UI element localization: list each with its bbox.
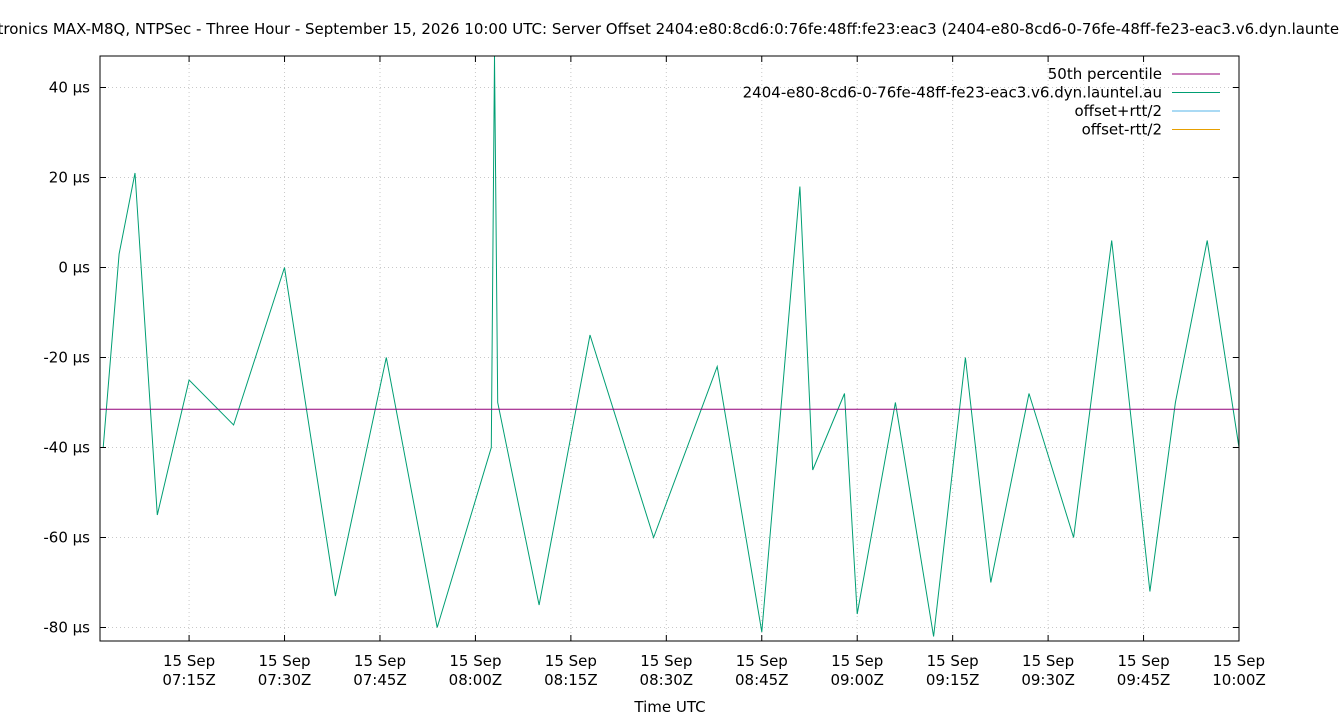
plot-frame: [99, 55, 1240, 642]
chart-title: Uputronics MAX-M8Q, NTPSec - Three Hour …: [0, 20, 1340, 38]
x-tick-label-time: 09:30Z: [1021, 671, 1075, 689]
y-tick-label: -60 µs: [43, 529, 90, 547]
y-tick-label: 0 µs: [58, 259, 90, 277]
x-tick-label-date: 15 Sep: [640, 652, 692, 670]
x-tick-label-date: 15 Sep: [927, 652, 979, 670]
series-layer: [100, 55, 1240, 637]
x-tick-label-time: 09:45Z: [1117, 671, 1171, 689]
x-tick-label-time: 08:00Z: [449, 671, 503, 689]
y-tick-label: -40 µs: [43, 439, 90, 457]
legend-label: 50th percentile: [1048, 65, 1162, 83]
y-tick-label: -20 µs: [43, 349, 90, 367]
x-tick-label-time: 07:15Z: [162, 671, 216, 689]
x-tick-label-time: 08:15Z: [544, 671, 598, 689]
x-tick-label-time: 09:00Z: [830, 671, 884, 689]
x-tick-label-time: 09:15Z: [926, 671, 980, 689]
x-tick-label-date: 15 Sep: [1117, 652, 1169, 670]
offset-series-line: [102, 55, 1240, 637]
x-tick-label-time: 08:30Z: [640, 671, 694, 689]
y-tick-label: 40 µs: [49, 79, 90, 97]
legend-label: 2404-e80-8cd6-0-76fe-48ff-fe23-eac3.v6.d…: [743, 84, 1162, 102]
x-tick-label-date: 15 Sep: [545, 652, 597, 670]
x-tick-label-time: 10:00Z: [1212, 671, 1266, 689]
x-tick-label-date: 15 Sep: [258, 652, 310, 670]
x-tick-label-date: 15 Sep: [449, 652, 501, 670]
legend: 50th percentile2404-e80-8cd6-0-76fe-48ff…: [743, 65, 1220, 139]
x-tick-label-time: 07:30Z: [258, 671, 312, 689]
x-tick-label-date: 15 Sep: [354, 652, 406, 670]
x-tick-label-time: 07:45Z: [353, 671, 407, 689]
x-tick-label-date: 15 Sep: [1213, 652, 1265, 670]
x-tick-label-date: 15 Sep: [1022, 652, 1074, 670]
x-tick-label-date: 15 Sep: [736, 652, 788, 670]
y-tick-label: 20 µs: [49, 169, 90, 187]
grid-lines: [100, 56, 1240, 641]
x-tick-label-time: 08:45Z: [735, 671, 789, 689]
legend-label: offset+rtt/2: [1074, 102, 1162, 120]
legend-label: offset-rtt/2: [1082, 121, 1162, 139]
x-tick-label-date: 15 Sep: [163, 652, 215, 670]
y-axis: 40 µs 20 µs 0 µs -20 µs -40 µs -60 µs -80 µs: [43, 79, 1239, 637]
x-axis-label: Time UTC: [633, 698, 705, 716]
x-tick-label-date: 15 Sep: [831, 652, 883, 670]
y-tick-label: -80 µs: [43, 619, 90, 637]
